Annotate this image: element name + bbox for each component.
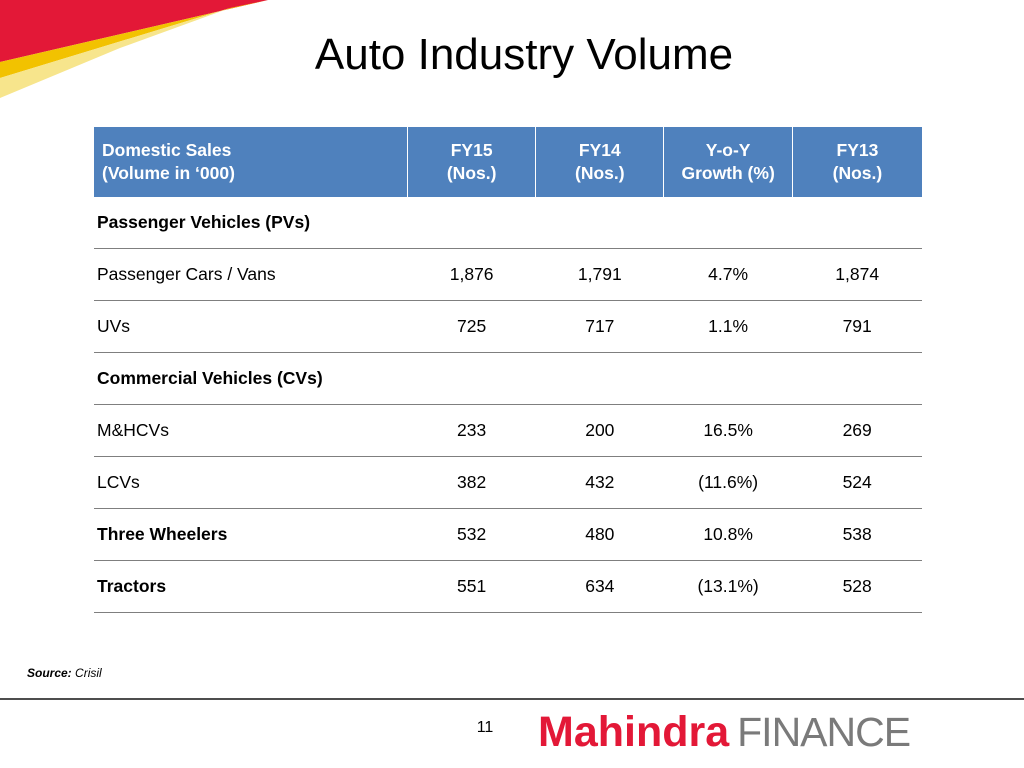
- cell-yoy: [663, 197, 793, 249]
- cell-fy13: 524: [792, 456, 922, 509]
- header-yoy-growth: Y-o-Y Growth (%): [663, 127, 793, 197]
- row-label: LCVs: [94, 456, 408, 509]
- row-label: Passenger Cars / Vans: [94, 248, 408, 301]
- logo-finance-text: FINANCE: [737, 709, 911, 755]
- header-line: (Volume in ‘000): [102, 163, 235, 183]
- table-row: M&HCVs 233 200 16.5% 269: [94, 404, 922, 457]
- cell-fy14: 717: [535, 300, 664, 353]
- source-value: Crisil: [75, 666, 102, 680]
- header-line: FY15: [450, 140, 493, 160]
- header-line: Y-o-Y: [705, 140, 751, 160]
- header-fy14: FY14 (Nos.): [535, 127, 664, 197]
- cell-fy15: 551: [407, 560, 536, 613]
- table-row: LCVs 382 432 (11.6%) 524: [94, 456, 922, 509]
- header-fy13: FY13 (Nos.): [791, 127, 922, 197]
- header-line: (Nos.): [832, 163, 883, 183]
- cell-fy14: [535, 197, 664, 249]
- cell-fy13: [792, 352, 922, 405]
- header-fy15: FY15 (Nos.): [407, 127, 536, 197]
- page-number: 11: [476, 719, 494, 736]
- cell-yoy: (11.6%): [663, 456, 793, 509]
- header-line: FY14: [578, 140, 621, 160]
- row-label: Tractors: [94, 560, 408, 613]
- header-line: (Nos.): [446, 163, 497, 183]
- header-line: (Nos.): [575, 163, 625, 183]
- cell-yoy: 1.1%: [663, 300, 793, 353]
- cell-fy13: 269: [792, 404, 922, 457]
- row-label: M&HCVs: [94, 404, 408, 457]
- cell-fy14: [535, 352, 664, 405]
- cell-fy15: [407, 352, 536, 405]
- cell-yoy: (13.1%): [663, 560, 793, 613]
- cell-fy14: 1,791: [535, 248, 664, 301]
- row-label: Passenger Vehicles (PVs): [94, 197, 408, 249]
- cell-yoy: 10.8%: [663, 508, 793, 561]
- cell-fy15: 233: [407, 404, 536, 457]
- table-row: Tractors 551 634 (13.1%) 528: [94, 560, 922, 613]
- cell-yoy: [663, 352, 793, 405]
- table-row: Commercial Vehicles (CVs): [94, 352, 922, 405]
- page-title: Auto Industry Volume: [314, 30, 734, 79]
- logo-mahindra-text: Mahindra: [538, 708, 730, 756]
- header-line: FY13: [836, 140, 879, 160]
- cell-fy15: 532: [407, 508, 536, 561]
- row-label: Commercial Vehicles (CVs): [94, 352, 408, 405]
- cell-fy14: 480: [535, 508, 664, 561]
- header-domestic-sales: Domestic Sales (Volume in ‘000): [94, 127, 408, 197]
- table-row: Three Wheelers 532 480 10.8% 538: [94, 508, 922, 561]
- source-label: Source:: [27, 666, 72, 680]
- table-row: UVs 725 717 1.1% 791: [94, 300, 922, 353]
- row-label: UVs: [94, 300, 408, 353]
- row-label: Three Wheelers: [94, 508, 408, 561]
- cell-fy13: 528: [792, 560, 922, 613]
- cell-fy15: 382: [407, 456, 536, 509]
- table-row: Passenger Cars / Vans 1,876 1,791 4.7% 1…: [94, 248, 922, 301]
- domestic-sales-table: Domestic Sales (Volume in ‘000) FY15 (No…: [94, 127, 922, 613]
- source-note: Source: Crisil: [27, 666, 102, 680]
- cell-fy15: [407, 197, 536, 249]
- cell-fy13: [792, 197, 922, 249]
- table-header-row: Domestic Sales (Volume in ‘000) FY15 (No…: [94, 127, 922, 197]
- cell-fy14: 432: [535, 456, 664, 509]
- table-row: Passenger Vehicles (PVs): [94, 197, 922, 249]
- cell-fy13: 1,874: [792, 248, 922, 301]
- cell-fy14: 200: [535, 404, 664, 457]
- cell-fy13: 791: [792, 300, 922, 353]
- cell-fy14: 634: [535, 560, 664, 613]
- footer-divider: [0, 698, 1024, 700]
- cell-yoy: 4.7%: [663, 248, 793, 301]
- header-line: Growth (%): [681, 163, 775, 183]
- cell-yoy: 16.5%: [663, 404, 793, 457]
- mahindra-finance-logo: Mahindra FINANCE: [538, 708, 911, 756]
- corner-decoration: [0, 0, 268, 98]
- cell-fy15: 725: [407, 300, 536, 353]
- cell-fy13: 538: [792, 508, 922, 561]
- header-line: Domestic Sales: [102, 140, 232, 160]
- cell-fy15: 1,876: [407, 248, 536, 301]
